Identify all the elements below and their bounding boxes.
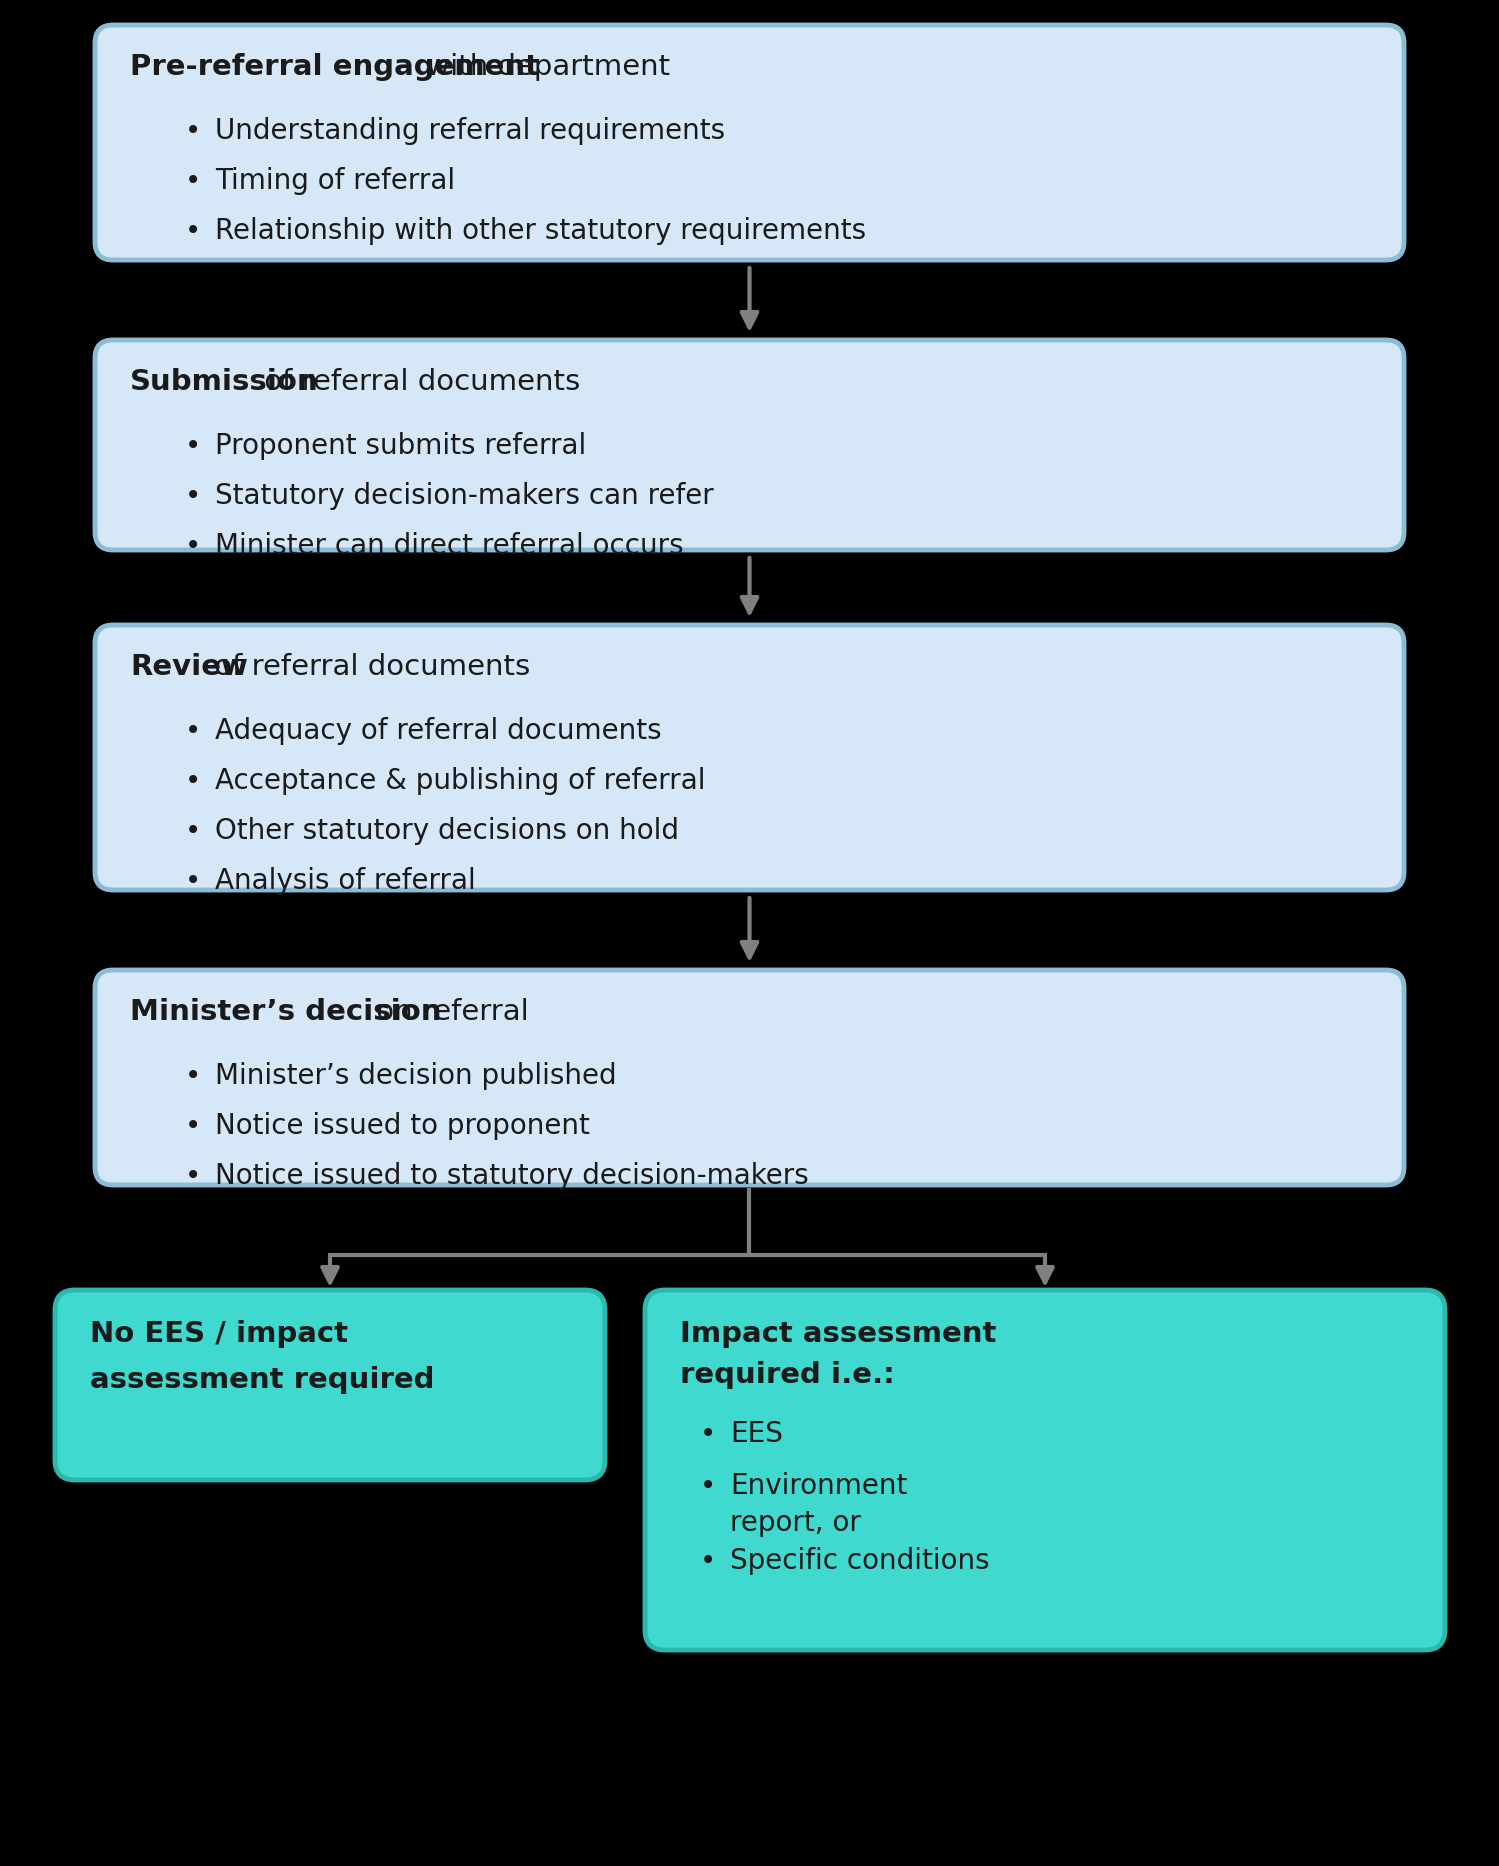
Text: with department: with department [417, 52, 670, 80]
Text: •: • [184, 717, 201, 745]
Text: Analysis of referral: Analysis of referral [214, 868, 475, 896]
Text: •: • [184, 1112, 201, 1140]
Text: •: • [184, 433, 201, 461]
Text: Pre-referral engagement: Pre-referral engagement [130, 52, 540, 80]
Text: Specific conditions: Specific conditions [730, 1547, 989, 1575]
Text: Acceptance & publishing of referral: Acceptance & publishing of referral [214, 767, 706, 795]
Text: •: • [184, 767, 201, 795]
Text: Minister’s decision: Minister’s decision [130, 998, 442, 1026]
Text: •: • [700, 1420, 717, 1448]
Text: Adequacy of referral documents: Adequacy of referral documents [214, 717, 661, 745]
Text: •: • [184, 166, 201, 196]
Text: Review: Review [130, 653, 247, 681]
Text: Minister’s decision published: Minister’s decision published [214, 1062, 616, 1090]
FancyBboxPatch shape [94, 24, 1405, 259]
FancyBboxPatch shape [94, 340, 1405, 550]
Text: •: • [184, 1163, 201, 1191]
Text: of referral documents: of referral documents [205, 653, 531, 681]
Text: Notice issued to statutory decision-makers: Notice issued to statutory decision-make… [214, 1163, 809, 1191]
Text: Understanding referral requirements: Understanding referral requirements [214, 118, 726, 146]
Text: •: • [184, 817, 201, 845]
Text: Impact assessment
required i.e.:: Impact assessment required i.e.: [681, 1319, 997, 1388]
Text: Minister can direct referral occurs: Minister can direct referral occurs [214, 532, 684, 560]
Text: Other statutory decisions on hold: Other statutory decisions on hold [214, 817, 679, 845]
Text: Submission: Submission [130, 368, 319, 396]
Text: Timing of referral: Timing of referral [214, 166, 456, 196]
Text: •: • [184, 1062, 201, 1090]
Text: of referral documents: of referral documents [255, 368, 580, 396]
Text: No EES / impact
assessment required: No EES / impact assessment required [90, 1319, 435, 1394]
Text: Notice issued to proponent: Notice issued to proponent [214, 1112, 591, 1140]
Text: •: • [184, 118, 201, 146]
Text: •: • [184, 216, 201, 244]
FancyBboxPatch shape [94, 625, 1405, 890]
Text: EES: EES [730, 1420, 782, 1448]
Text: •: • [700, 1547, 717, 1575]
Text: •: • [700, 1472, 717, 1500]
Text: Environment
report, or: Environment report, or [730, 1472, 907, 1538]
FancyBboxPatch shape [645, 1289, 1445, 1650]
FancyBboxPatch shape [55, 1289, 606, 1480]
Text: •: • [184, 868, 201, 896]
FancyBboxPatch shape [94, 970, 1405, 1185]
Text: •: • [184, 532, 201, 560]
Text: Proponent submits referral: Proponent submits referral [214, 433, 586, 461]
Text: •: • [184, 481, 201, 509]
Text: Relationship with other statutory requirements: Relationship with other statutory requir… [214, 216, 866, 244]
Text: Statutory decision-makers can refer: Statutory decision-makers can refer [214, 481, 714, 509]
Text: on referral: on referral [367, 998, 529, 1026]
